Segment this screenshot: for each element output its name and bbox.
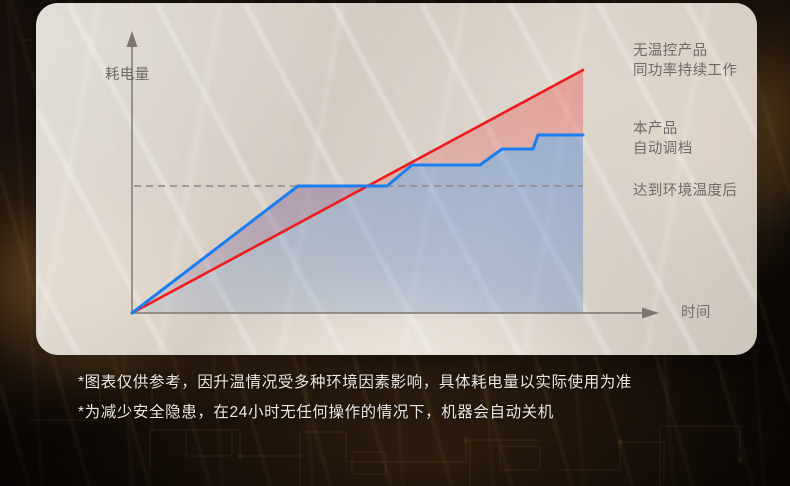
blue-area-fill <box>132 135 583 313</box>
series-line-blue <box>130 133 585 315</box>
x-axis-arrow-icon <box>642 307 659 319</box>
footnote-item: *图表仅供参考，因升温情况受多种环境因素影响，具体耗电量以实际使用为准 <box>78 374 633 391</box>
consumption-comparison-chart <box>126 31 659 319</box>
legend-label-no-thermostat: 无温控产品 同功率持续工作 <box>633 43 738 79</box>
chart-card: 耗电量 时间 无温控产品 同功率持续工作 本产品 自动调档 达到环境温度后 <box>36 3 757 355</box>
x-axis-label: 时间 <box>681 305 711 321</box>
footnote-list: *图表仅供参考，因升温情况受多种环境因素影响，具体耗电量以实际使用为准 *为减少… <box>78 368 778 428</box>
footnote-item: *为减少安全隐患，在24小时无任何操作的情况下，机器会自动关机 <box>78 404 554 421</box>
y-axis-label: 耗电量 <box>105 67 150 83</box>
legend-label-threshold: 达到环境温度后 <box>633 183 738 199</box>
y-axis-arrow-icon <box>126 31 138 47</box>
series-line-red <box>130 68 585 315</box>
chart-area: 耗电量 时间 无温控产品 同功率持续工作 本产品 自动调档 达到环境温度后 <box>36 3 757 355</box>
legend-label-this-product: 本产品 自动调档 <box>633 121 693 157</box>
